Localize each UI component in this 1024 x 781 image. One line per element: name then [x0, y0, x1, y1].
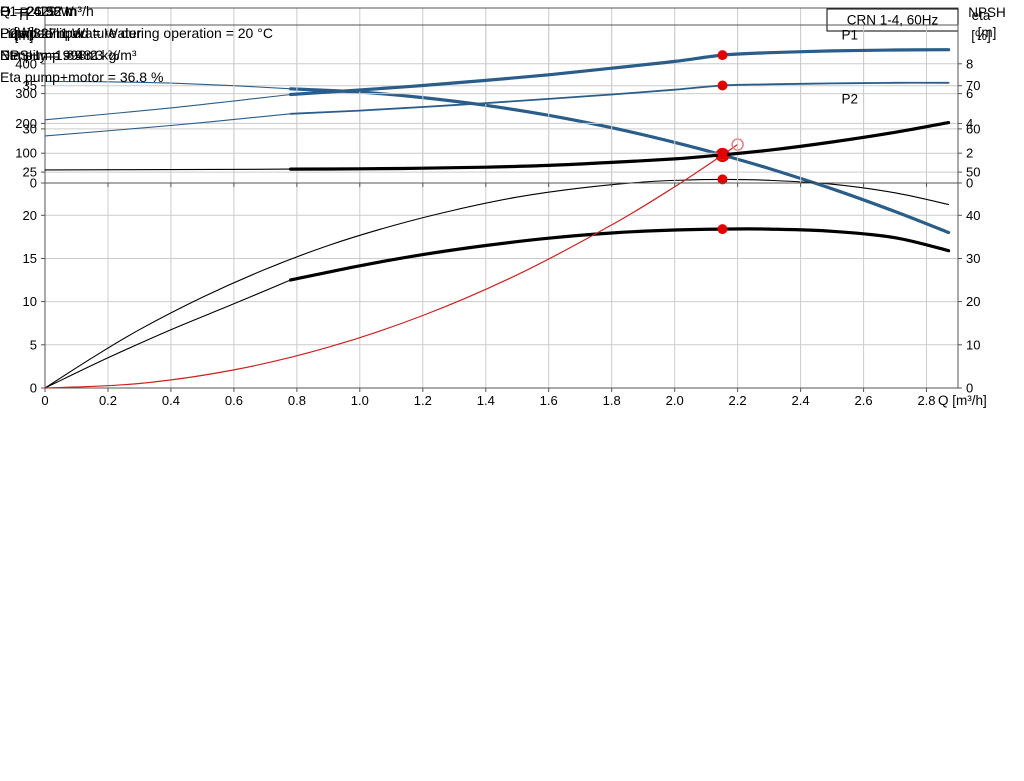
x-tick-label: 1.8	[603, 393, 621, 408]
plot-frame	[44, 24, 959, 184]
curve-h-curve	[289, 87, 951, 235]
curve-p2-curve	[289, 81, 950, 115]
curve-p1-curve	[289, 48, 951, 97]
x-tick-label: 0	[41, 393, 48, 408]
y-left-tick-label: 10	[23, 294, 37, 309]
curve-eta-pump-curve	[44, 178, 950, 389]
y-right-tick-label: 0	[966, 381, 973, 396]
y-left-tick-label: 400	[15, 56, 37, 71]
info-flow: Q = 2.152 m³/h	[0, 3, 94, 19]
y-left-axis-label: P	[19, 5, 28, 20]
y-left-tick-label: 300	[15, 86, 37, 101]
x-tick-label: 0.6	[225, 393, 243, 408]
y-right-axis-label: NPSH	[968, 5, 1006, 20]
y-left-tick-label: 20	[23, 208, 37, 223]
y-right-tick-label: 60	[966, 121, 980, 136]
y-left-axis-unit: [W]	[14, 25, 34, 40]
pump-type-label: CRN 1-4, 60Hz	[847, 13, 939, 28]
y-right-tick-label: 70	[966, 78, 980, 93]
x-tick-label: 2.2	[729, 393, 747, 408]
x-tick-label: 1.0	[351, 393, 369, 408]
y-left-tick-label: 15	[23, 251, 37, 266]
info-eta-pump: Eta pump = 48.3 %	[0, 47, 120, 63]
x-tick-label: 2.8	[917, 393, 935, 408]
result-p2: P2 = 327.1 W	[0, 25, 86, 41]
y-right-tick-label: 6	[966, 86, 973, 101]
y-right-tick-label: 10	[966, 337, 980, 352]
y-left-tick-label: 200	[15, 116, 37, 131]
info-temperature: Liquid temperature during operation = 20…	[0, 25, 273, 41]
curve-eta-total-low-flow	[44, 279, 292, 389]
info-liquid: Pumped liquid = Water	[0, 25, 142, 41]
result-p1: P1 = 429 W	[0, 3, 74, 19]
y-right-tick-label: 4	[966, 116, 973, 131]
x-tick-label: 0.4	[162, 393, 180, 408]
x-tick-label: 0.2	[99, 393, 117, 408]
x-tick-label: 2.4	[792, 393, 810, 408]
power-npsh-chart: P1 P2 0 100 200 300 400 0 2 4 6 8 P [W] NPSH [m]	[14, 5, 1006, 191]
y-left-axis-unit: [m]	[15, 28, 34, 43]
y-left-tick-label: 0	[30, 176, 37, 191]
y-right-axis-label: eta	[972, 8, 991, 23]
y-right-tick-label: 8	[966, 56, 973, 71]
x-tick-label: 0.8	[288, 393, 306, 408]
y-right-tick-label: 30	[966, 251, 980, 266]
x-tick-label: 1.4	[477, 393, 495, 408]
info-column-left: Q = 2.152 m³/h Pumped liquid = Water Den…	[0, 0, 163, 88]
curve-npsh-curve	[289, 121, 951, 171]
y-right-axis-unit: [%]	[971, 28, 991, 43]
eta-total-point-marker	[717, 224, 728, 235]
y-right-tick-label: 40	[966, 208, 980, 223]
y-left-tick-label: 25	[23, 165, 37, 180]
y-left-tick-label: 0	[30, 381, 37, 396]
curve-p1-low-flow	[44, 93, 292, 121]
curve-eta-total-curve	[289, 227, 951, 282]
info-head: H = 26.98 m	[0, 3, 77, 19]
y-right-tick-label: 20	[966, 294, 980, 309]
info-eta-total: Eta pump+motor = 36.8 %	[0, 69, 164, 85]
y-left-tick-label: 100	[15, 146, 37, 161]
x-tick-label: 2.6	[855, 393, 873, 408]
p1-point-marker	[717, 50, 728, 61]
x-tick-label: 1.2	[414, 393, 432, 408]
info-column-right: H = 26.98 m Liquid temperature during op…	[0, 0, 273, 66]
y-right-tick-label: 2	[966, 146, 973, 161]
p2-curve-label: P2	[842, 92, 859, 107]
curve-p2-low-flow	[44, 113, 292, 137]
curve-system-curve	[44, 143, 739, 389]
p2-point-marker	[717, 80, 728, 91]
y-left-tick-label: 5	[30, 337, 37, 352]
npsh-point-marker	[717, 149, 728, 160]
y-left-axis-label: H	[19, 8, 29, 23]
eta-pump-point-marker	[717, 174, 728, 185]
y-left-tick-label: 30	[23, 121, 37, 136]
power-npsh-info: P1 = 429 W P2 = 327.1 W NPSH = 1.89 m	[0, 0, 98, 66]
y-left-tick-label: 35	[23, 78, 37, 93]
result-npsh: NPSH = 1.89 m	[0, 47, 98, 63]
info-density: Density = 998.2 kg/m³	[0, 47, 137, 63]
x-tick-label: 1.6	[540, 393, 558, 408]
y-right-tick-label: 50	[966, 165, 980, 180]
y-right-tick-label: 0	[966, 176, 973, 191]
y-right-axis-unit: [m]	[978, 25, 997, 40]
p1-curve-label: P1	[842, 27, 859, 42]
x-tick-label: 2.0	[666, 393, 684, 408]
plot-frame	[44, 7, 959, 389]
x-axis-label: Q [m³/h]	[938, 393, 987, 408]
curve-npsh-low-flow	[44, 168, 292, 171]
